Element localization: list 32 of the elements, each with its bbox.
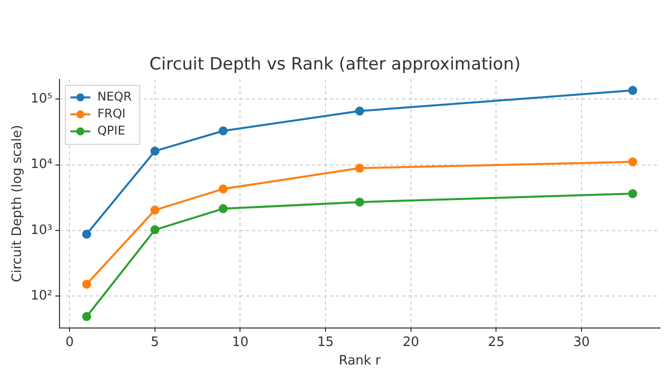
point	[82, 230, 92, 239]
x-tick-label: 15	[317, 334, 334, 350]
point	[218, 204, 228, 214]
point	[355, 164, 364, 173]
point	[82, 312, 92, 322]
point	[150, 225, 160, 234]
legend-label: FRQI	[97, 106, 126, 121]
x-tick-label: 10	[232, 334, 249, 350]
point	[355, 198, 364, 207]
x-tick-label: 30	[573, 334, 590, 350]
point	[218, 184, 228, 194]
y-tick-label: 10²	[30, 288, 52, 304]
point	[82, 280, 92, 289]
x-tick-label: 0	[65, 334, 74, 350]
y-tick-label: 10³	[30, 222, 52, 238]
point	[628, 86, 638, 95]
legend-label: QPIE	[97, 124, 126, 138]
x-tick-label: 25	[488, 334, 504, 350]
chart-title: Circuit Depth vs Rank (after approximation)	[149, 54, 521, 75]
legend-label: NEQR	[97, 90, 132, 104]
y-axis-title: Circuit Depth (log scale)	[10, 124, 26, 282]
point	[150, 146, 160, 156]
y-tick-label: 10⁵	[30, 92, 52, 107]
point	[628, 189, 638, 198]
point	[355, 106, 364, 116]
point	[150, 206, 160, 215]
point	[628, 157, 638, 166]
x-tick-label: 5	[150, 334, 160, 350]
point	[218, 126, 228, 136]
y-tick-label: 10⁴	[30, 157, 52, 172]
x-tick-label: 20	[402, 334, 420, 350]
x-axis-title: Rank r	[338, 354, 382, 369]
